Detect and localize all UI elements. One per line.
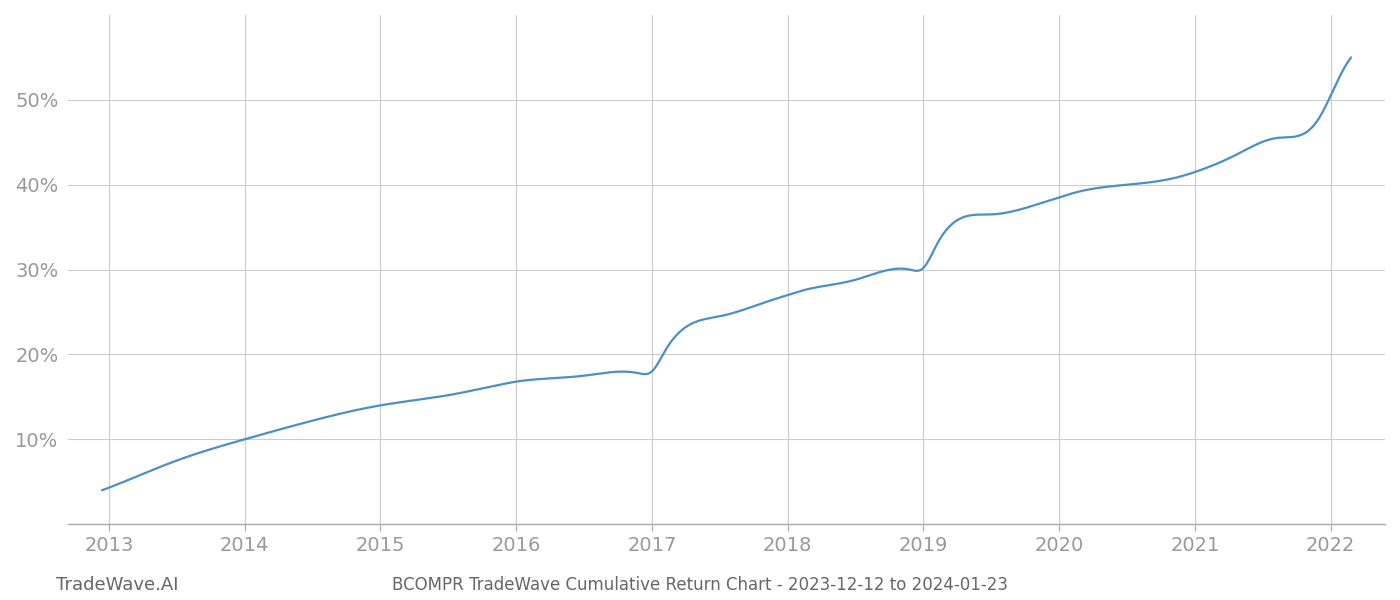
- Text: TradeWave.AI: TradeWave.AI: [56, 576, 179, 594]
- Text: BCOMPR TradeWave Cumulative Return Chart - 2023-12-12 to 2024-01-23: BCOMPR TradeWave Cumulative Return Chart…: [392, 576, 1008, 594]
